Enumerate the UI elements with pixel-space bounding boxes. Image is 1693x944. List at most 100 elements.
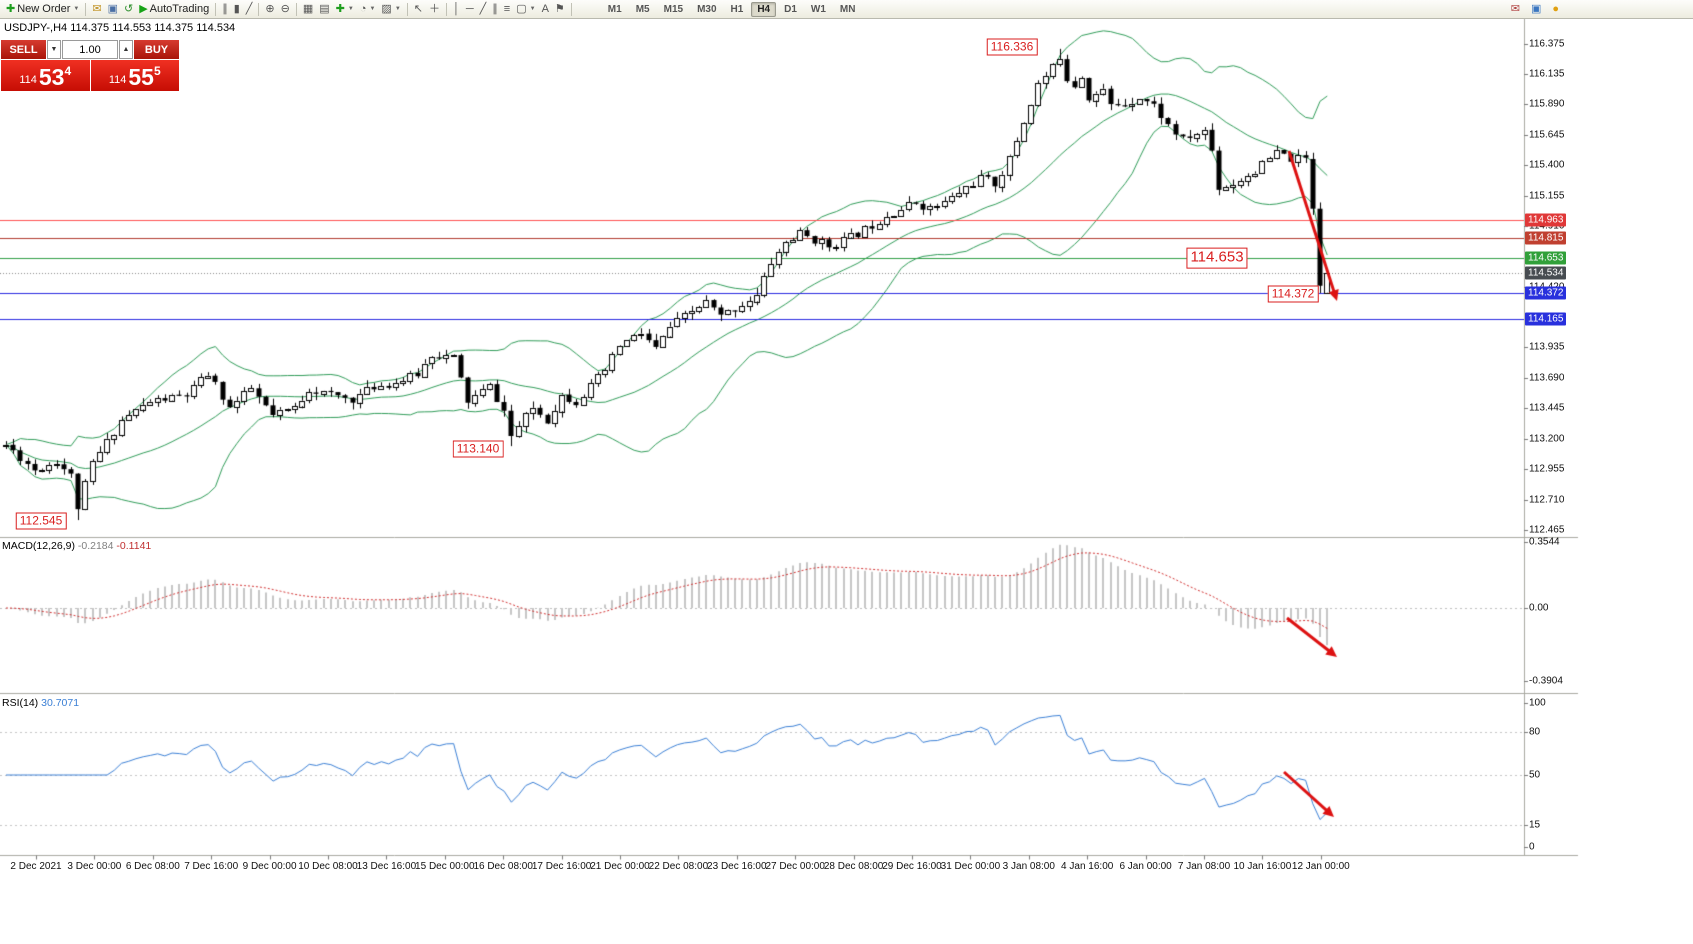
channel-icon: ∥	[492, 2, 498, 15]
periods-icon: ◔	[359, 2, 367, 15]
toolbar-separator	[215, 2, 217, 16]
shapes-icon: ▢	[516, 2, 527, 15]
price-level-label: 114.372	[1525, 286, 1567, 300]
price-level-label: 114.815	[1525, 231, 1567, 245]
volume-down-button[interactable]: ▼	[47, 40, 61, 59]
caret-down-icon: ▼	[73, 6, 80, 12]
price-axis-label: 113.935	[1529, 341, 1565, 353]
caret-down-icon: ▼	[529, 6, 536, 12]
macd-axis-label: 0.00	[1529, 602, 1549, 614]
indicators-icon[interactable]: ✚ ▼	[333, 1, 357, 18]
sell-button[interactable]: SELL	[1, 40, 46, 59]
timeframe-w1[interactable]: W1	[810, 3, 826, 15]
chart-canvas[interactable]	[0, 19, 1693, 944]
toolbar-separator	[258, 2, 260, 16]
indicators-icon: ✚	[335, 2, 345, 15]
inbox-icon-button[interactable]: ✉	[1508, 1, 1523, 18]
price-axis-label: 115.645	[1529, 129, 1565, 141]
price-axis-label: 112.710	[1529, 494, 1565, 506]
price-annotation[interactable]: 114.372	[1267, 285, 1319, 303]
cursor-icon[interactable]: ↖	[411, 1, 426, 18]
rsi-axis-label: 15	[1529, 819, 1541, 831]
label-icon[interactable]: ⚑	[552, 1, 568, 18]
macd-value-main: -0.2184	[77, 540, 114, 552]
news-icon: ▣	[1530, 2, 1542, 15]
candlestick-mode-icon[interactable]: ▮	[231, 1, 243, 18]
zoom-out-icon[interactable]: ⊖	[278, 1, 293, 18]
crosshair-icon[interactable]: ＋	[426, 1, 443, 18]
timeframe-m1[interactable]: M1	[607, 3, 622, 15]
bar-chart-mode-icon[interactable]: ∥	[219, 1, 231, 18]
caret-down-icon: ▼	[394, 6, 401, 12]
volume-input[interactable]	[62, 40, 118, 59]
zoom-in-icon[interactable]: ⊕	[262, 1, 277, 18]
price-annotation[interactable]: 113.140	[452, 440, 504, 458]
trendline-icon[interactable]: ╱	[477, 1, 490, 18]
shapes-icon[interactable]: ▢ ▼	[513, 1, 538, 18]
toolbar-separator	[406, 2, 408, 16]
price-level-label: 114.653	[1525, 251, 1567, 265]
timeframe-m15[interactable]: M15	[663, 3, 684, 15]
horizontal-line-icon[interactable]: ─	[463, 1, 477, 18]
volume-up-button[interactable]: ▲	[119, 40, 133, 59]
trendline-icon: ╱	[479, 2, 487, 15]
time-axis-label: 2 Dec 2021	[10, 861, 62, 872]
rsi-title-text: RSI(14)	[2, 697, 39, 709]
accounts-icon: ▣	[107, 2, 118, 15]
channel-icon[interactable]: ∥	[489, 1, 501, 18]
price-annotation[interactable]: 116.336	[986, 38, 1038, 56]
periods-icon[interactable]: ◔ ▼	[357, 1, 379, 18]
price-annotation[interactable]: 112.545	[15, 512, 67, 530]
timeframe-group: M1 M5 M15 M30 H1 H4 D1 W1 MN	[601, 1, 863, 17]
community-icon-button[interactable]: ●	[1549, 1, 1562, 18]
news-icon-button[interactable]: ▣	[1528, 1, 1544, 18]
price-axis-label: 112.465	[1529, 524, 1565, 536]
price-annotation[interactable]: 114.653	[1186, 247, 1248, 269]
timeframe-mn[interactable]: MN	[839, 3, 856, 15]
time-axis-label: 22 Dec 08:00	[648, 861, 709, 872]
templates-icon[interactable]: ▨ ▼	[378, 1, 403, 18]
timeframe-h1[interactable]: H1	[730, 3, 744, 15]
price-axis-label: 114.910	[1529, 220, 1565, 232]
label-icon: ⚑	[554, 2, 565, 15]
rsi-axis-label: 0	[1529, 841, 1535, 853]
sell-price-button[interactable]: 114 53 4	[1, 60, 90, 91]
toolbar-separator	[85, 2, 87, 16]
zoom-in-icon: ⊕	[265, 2, 275, 15]
price-axis-label: 115.155	[1529, 190, 1565, 202]
timeframe-m5[interactable]: M5	[635, 3, 650, 15]
macd-axis-label: -0.3904	[1529, 675, 1563, 687]
price-axis-label: 115.890	[1529, 98, 1565, 110]
price-axis-label: 113.445	[1529, 402, 1565, 414]
vertical-line-icon[interactable]: │	[450, 1, 463, 18]
price-axis-label: 112.955	[1529, 463, 1565, 475]
timeframe-d1[interactable]: D1	[784, 3, 797, 15]
time-axis-label: 12 Jan 00:00	[1291, 861, 1350, 872]
caret-down-icon: ▼	[369, 6, 376, 12]
toolbar-separator	[295, 2, 297, 16]
refresh-icon[interactable]: ↺	[121, 1, 136, 18]
price-axis-label: 113.200	[1529, 433, 1565, 445]
macd-value-signal: -0.1141	[116, 540, 152, 552]
tile-windows-icon: ▦	[302, 2, 314, 15]
fibonacci-icon[interactable]: ≡	[501, 1, 513, 18]
autotrading-button[interactable]: ▶ AutoTrading	[136, 1, 212, 18]
timeframe-m30[interactable]: M30	[697, 3, 717, 15]
timeframe-h4[interactable]: H4	[751, 1, 777, 17]
line-chart-mode-icon[interactable]: ╱	[243, 1, 256, 18]
time-axis-label: 28 Dec 08:00	[823, 861, 884, 872]
text-icon[interactable]: A	[539, 1, 552, 18]
accounts-icon[interactable]: ▣	[105, 1, 121, 18]
buy-price-button[interactable]: 114 55 5	[90, 60, 179, 91]
price-axis-label: 116.375	[1529, 38, 1565, 50]
time-axis-label: 4 Jan 16:00	[1061, 861, 1114, 872]
push-notification-icon[interactable]: ✉	[89, 1, 104, 18]
tile-windows-icon[interactable]: ▦	[300, 1, 316, 18]
time-axis-label: 10 Dec 08:00	[298, 861, 358, 872]
price-level-label: 114.165	[1525, 312, 1567, 326]
chart-title: USDJPY-,H4 114.375 114.553 114.375 114.5…	[4, 22, 236, 34]
arrange-windows-icon[interactable]: ▤	[316, 1, 332, 18]
new-order-button[interactable]: ✚ New Order ▼	[3, 1, 82, 18]
buy-button[interactable]: BUY	[134, 40, 179, 59]
